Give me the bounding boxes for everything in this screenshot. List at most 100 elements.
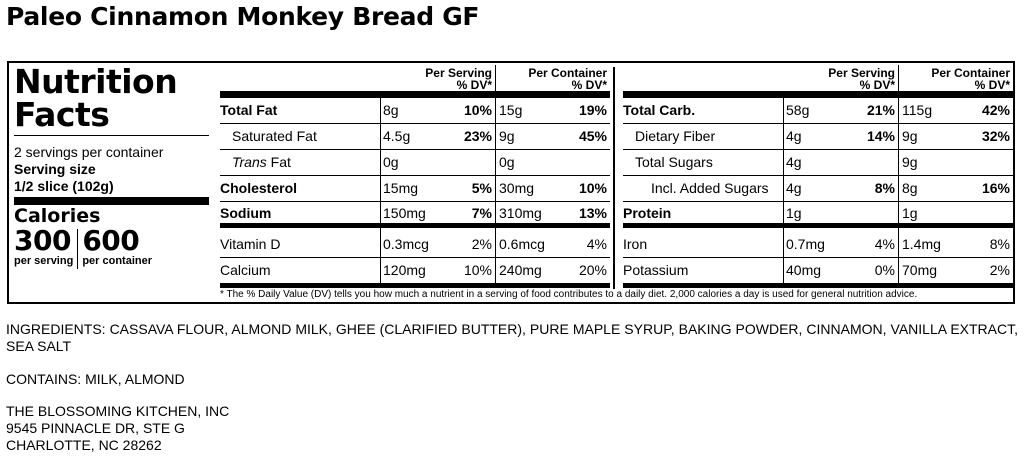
amount-per-container: 1g [902,205,918,221]
nutrient-name: Protein [623,205,672,221]
amount-per-container: 30mg [499,180,535,196]
amount-per-container: 0g [499,154,515,170]
amount-per-serving: 8g [383,102,399,118]
table-row: Dietary Fiber 4g 14% 9g 32% [623,124,1013,150]
serving-size-label: Serving size [14,161,96,177]
servings-per-container: 2 servings per container [14,144,164,160]
nutrient-name: Total Sugars [635,154,713,170]
amount-per-serving: 150mg [383,205,426,221]
dv-per-serving: 10% [463,262,492,278]
amount-per-container: 240mg [499,262,542,278]
table-row: Total Sugars 4g 9g [623,150,1013,176]
amount-per-serving: 120mg [383,262,426,278]
table-row: Protein 1g 1g [623,202,1013,228]
nutrient-name: Cholesterol [220,180,298,196]
nutrient-name: Dietary Fiber [635,128,716,144]
amount-per-serving: 0.7mg [786,236,825,252]
amount-per-container: 310mg [499,205,542,221]
dv-per-container: 19% [578,102,607,118]
dv-per-container: 13% [578,205,607,221]
calories-per-container-cell: 600 per container [82,227,152,268]
column-divider [898,65,899,286]
trans-rest: Fat [266,154,291,170]
thick-divider [14,197,209,205]
calories-label: Calories [14,205,101,227]
table-separator [613,67,615,289]
nutrient-name: Saturated Fat [232,128,317,144]
dv-per-serving: 10% [463,102,492,118]
dv-per-serving: 0% [874,262,895,278]
dv-per-container: 2% [989,262,1010,278]
serving-size-value: 1/2 slice (102g) [14,178,114,194]
divider [14,135,209,136]
ingredients-text: INGREDIENTS: CASSAVA FLOUR, ALMOND MILK,… [6,321,1018,354]
table-row: Trans Fat 0g 0g [220,150,610,176]
amount-per-container: 70mg [902,262,938,278]
dv-per-serving: 4% [874,236,895,252]
table-row: Calcium 120mg 10% 240mg 20% [220,258,610,288]
table-row: Cholesterol 15mg 5% 30mg 10% [220,176,610,202]
calories-per-container: 600 [82,224,140,257]
calories-values: 300 per serving 600 per container [14,227,209,269]
nutrient-table-left: Per Serving % DV* Per Container % DV* To… [220,65,610,288]
nutrient-name: Potassium [623,262,689,278]
amount-per-serving: 15mg [383,180,419,196]
manufacturer-address: THE BLOSSOMING KITCHEN, INC 9545 PINNACL… [6,403,1018,454]
amount-per-serving: 4g [786,180,802,196]
thick-divider [220,91,610,98]
trans-italic: Trans [232,154,267,170]
dv-per-serving: 21% [866,102,895,118]
table-row: Potassium 40mg 0% 70mg 2% [623,258,1013,288]
dv-footnote: * The % Daily Value (DV) tells you how m… [220,289,918,300]
nutrition-facts-heading: Nutrition Facts [14,65,209,131]
thick-divider [623,91,1013,98]
amount-per-container: 15g [499,102,523,118]
nutrition-summary: Nutrition Facts 2 servings per container… [14,65,209,285]
dv-per-serving: 23% [463,128,492,144]
table-row: Vitamin D 0.3mcg 2% 0.6mcg 4% [220,232,610,258]
amount-per-serving: 4g [786,128,802,144]
address-line-3: CHARLOTTE, NC 28262 [6,437,162,453]
table-row: Sodium 150mg 7% 310mg 13% [220,202,610,228]
nutrient-name: Total Carb. [623,102,696,118]
amount-per-serving: 58g [786,102,810,118]
amount-per-container: 9g [902,154,918,170]
dv-per-serving: 7% [471,205,492,221]
amount-per-container: 1.4mg [902,236,941,252]
nutrient-name: Trans Fat [232,150,291,175]
dv-per-serving: 14% [866,128,895,144]
amount-per-container: 115g [902,102,933,118]
per-container-header: Per Container % DV* [528,66,607,92]
nutrient-name: Iron [623,236,648,252]
dv-per-container: 4% [586,236,607,252]
dv-per-container: 42% [981,102,1010,118]
per-container-label: per container [82,255,152,267]
table-row: Iron 0.7mg 4% 1.4mg 8% [623,232,1013,258]
dv-per-container: 16% [981,180,1010,196]
amount-per-serving: 0.3mcg [383,236,429,252]
column-divider [380,98,381,286]
per-serving-header: Per Serving % DV* [425,66,492,92]
allergen-statement: CONTAINS: MILK, ALMOND [6,371,185,387]
nutrient-name: Incl. Added Sugars [651,180,769,196]
amount-per-serving: 0g [383,154,399,170]
address-line-2: 9545 PINNACLE DR, STE G [6,420,185,436]
address-line-1: THE BLOSSOMING KITCHEN, INC [6,403,230,419]
amount-per-container: 0.6mcg [499,236,545,252]
column-divider [783,98,784,286]
amount-per-container: 9g [902,128,918,144]
table-row: Total Carb. 58g 21% 115g 42% [623,98,1013,124]
nutrient-table-right: Per Serving % DV* Per Container % DV* To… [623,65,1013,288]
table-row: Incl. Added Sugars 4g 8% 8g 16% [623,176,1013,202]
amount-per-serving: 4.5g [383,128,411,144]
dv-per-container: 45% [578,128,607,144]
amount-per-container: 8g [902,180,918,196]
calories-separator [77,229,79,269]
table-header: Per Serving % DV* Per Container % DV* [623,65,1013,91]
dv-per-serving: 2% [471,236,492,252]
amount-per-serving: 4g [786,154,802,170]
table-row: Saturated Fat 4.5g 23% 9g 45% [220,124,610,150]
amount-per-serving: 40mg [786,262,822,278]
table-row: Total Fat 8g 10% 15g 19% [220,98,610,124]
product-title: Paleo Cinnamon Monkey Bread GF [6,2,480,31]
